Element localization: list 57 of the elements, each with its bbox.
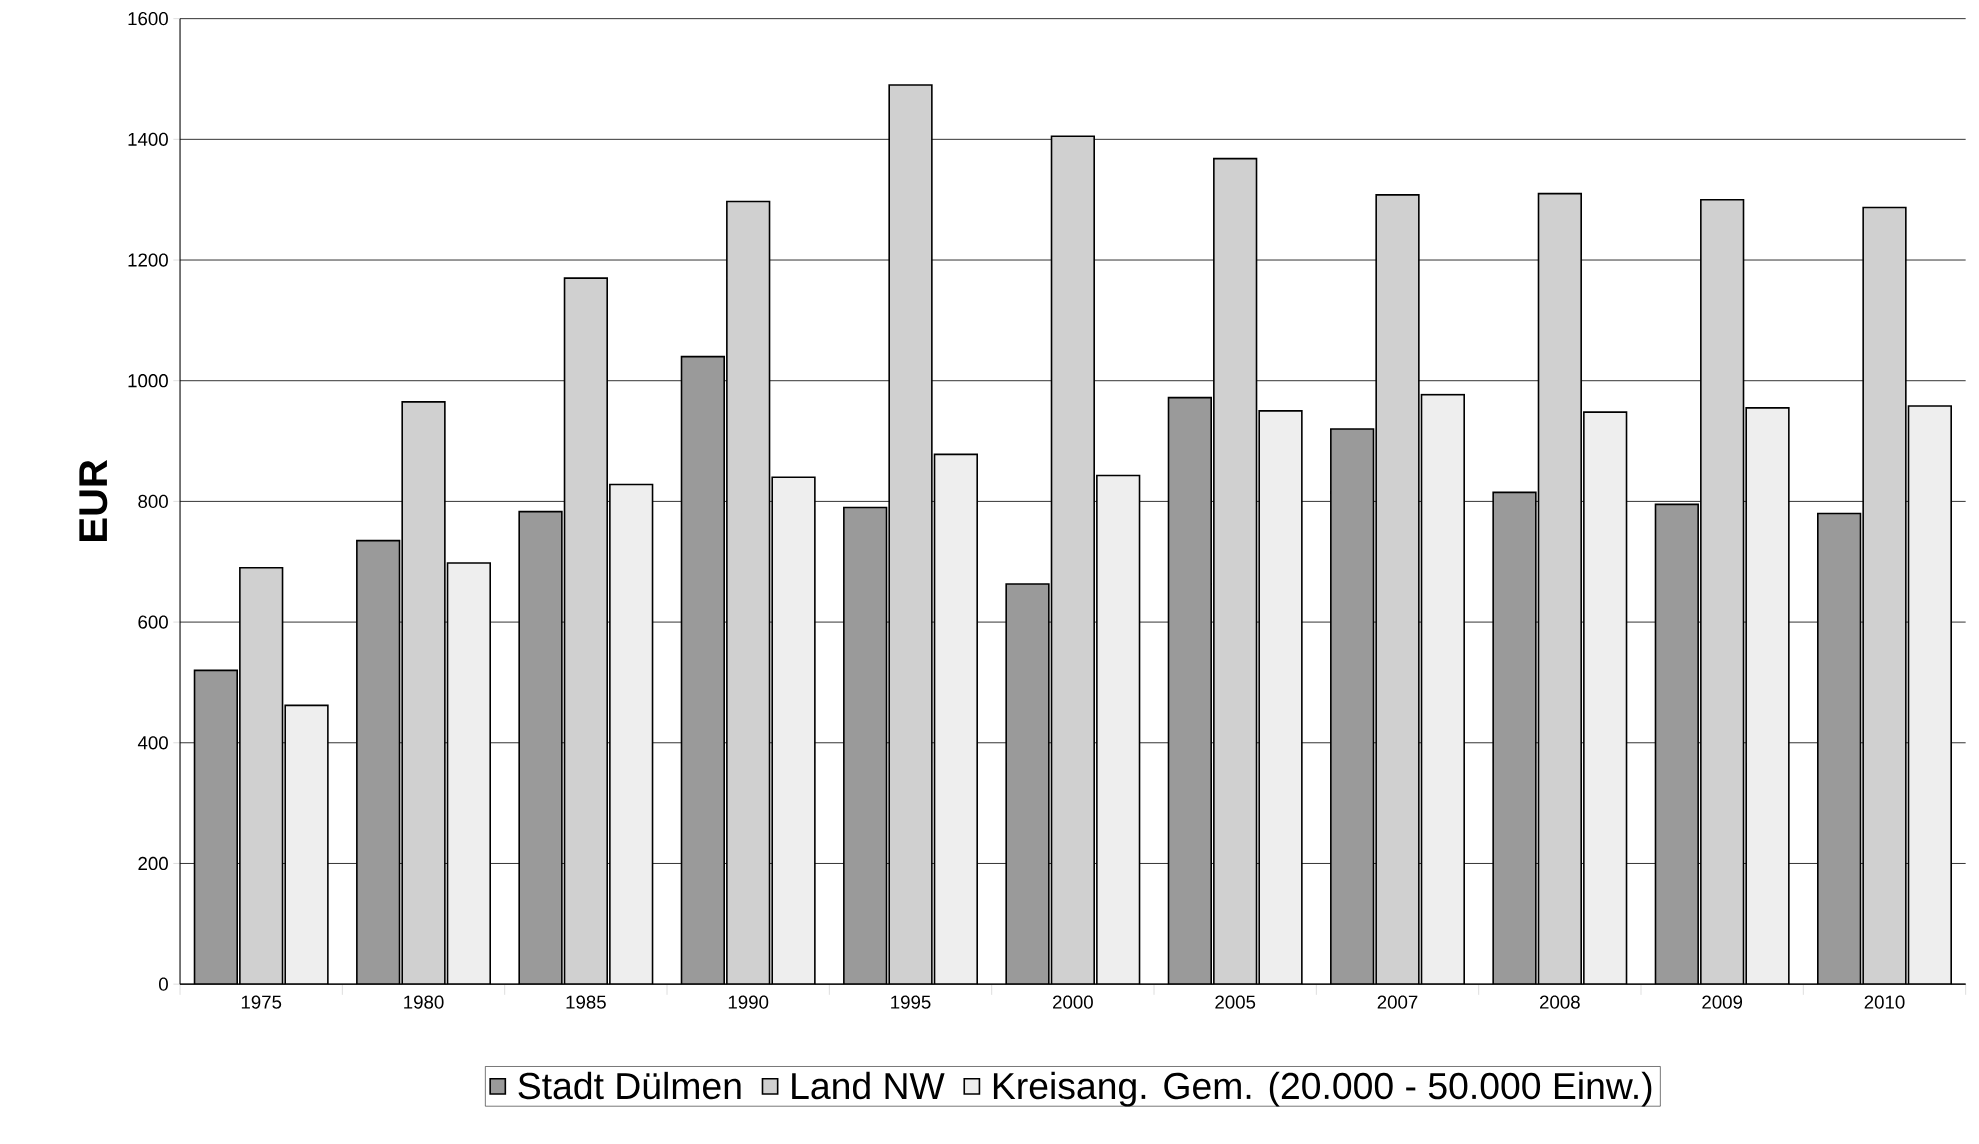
x-tick-label: 2000	[1053, 995, 1093, 1009]
x-tick-label: 2007	[1377, 995, 1418, 1009]
x-tick-label: 1980	[404, 995, 444, 1009]
bar	[1096, 475, 1140, 985]
x-tick-label: 2009	[1702, 995, 1743, 1009]
y-tick-label: 1400	[128, 132, 168, 146]
y-tick-label: 1600	[128, 11, 168, 26]
x-tick-label: 2005	[1215, 995, 1256, 1009]
y-tick-label: 0	[159, 977, 168, 991]
x-tick-label: 1985	[566, 995, 606, 1009]
y-tick-label: 200	[138, 856, 168, 870]
x-tick-label: 2008	[1540, 995, 1580, 1009]
bar	[519, 511, 562, 985]
bar	[239, 567, 283, 985]
bar	[356, 540, 400, 985]
bar	[1376, 194, 1419, 985]
bar	[1051, 136, 1095, 985]
legend-label: Stadt Dülmen	[518, 1071, 741, 1100]
bar	[609, 484, 653, 985]
legend-label: Land NW	[792, 1071, 945, 1100]
x-tick-label: 1995	[891, 995, 931, 1009]
bar	[1330, 428, 1374, 985]
bar	[1907, 405, 1952, 985]
bar	[1700, 199, 1744, 985]
bar	[1493, 492, 1536, 985]
bar	[1746, 407, 1789, 985]
bar	[285, 705, 328, 985]
y-tick-label: 1200	[128, 253, 168, 267]
bar	[681, 356, 725, 985]
y-tick-label: 400	[137, 736, 168, 750]
bar	[889, 84, 932, 985]
bar	[1583, 412, 1627, 985]
x-tick-label: 1990	[728, 995, 769, 1009]
bar	[1259, 410, 1302, 985]
bar	[1168, 397, 1212, 985]
bar	[1538, 193, 1582, 985]
bar	[1862, 206, 1907, 985]
legend-label: Kreisang. Gem. (20.000 - 50.000 Einw.)	[993, 1071, 1652, 1107]
bar	[402, 401, 445, 985]
bar	[934, 454, 978, 985]
bar	[1655, 504, 1699, 985]
bar	[726, 201, 770, 985]
x-tick-label: 2010	[1864, 995, 1905, 1009]
bar	[843, 507, 887, 985]
y-axis-title: EUR	[79, 459, 108, 541]
bar	[1817, 512, 1862, 985]
bar	[1421, 394, 1465, 985]
x-tick-label: 1975	[241, 995, 282, 1009]
bar	[194, 670, 238, 985]
y-tick-label: 1000	[128, 374, 168, 388]
bar	[772, 477, 815, 985]
y-tick-label: 800	[138, 494, 168, 508]
bar	[447, 562, 491, 985]
bar	[564, 278, 608, 985]
bar	[1006, 583, 1049, 985]
y-tick-label: 600	[138, 615, 168, 629]
bar	[1213, 158, 1257, 985]
